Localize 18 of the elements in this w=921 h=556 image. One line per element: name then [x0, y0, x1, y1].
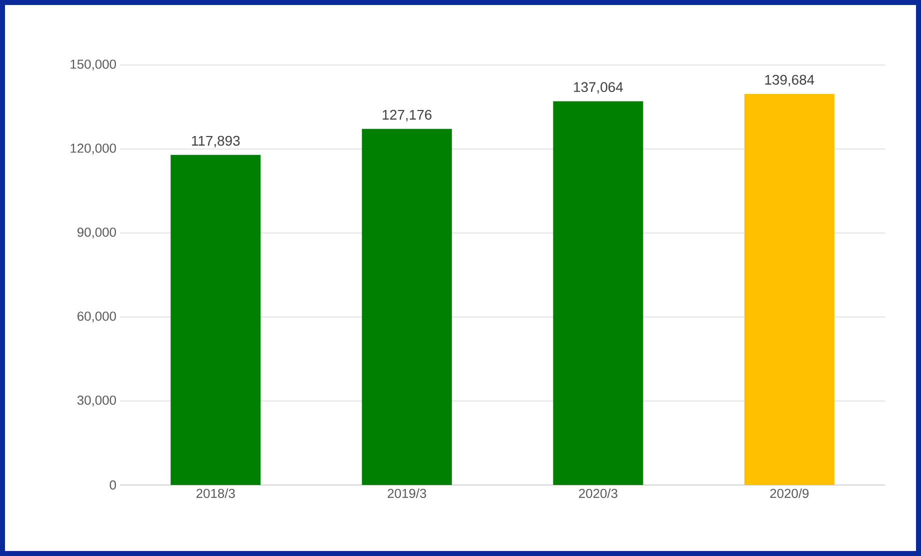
data-label: 137,064 — [574, 82, 623, 94]
y-tick-label: 60,000 — [78, 312, 116, 322]
y-tick-label: 30,000 — [77, 396, 116, 406]
x-tick-label: 2020/3 — [578, 488, 618, 498]
y-tick-label: 120,000 — [70, 144, 116, 154]
bar — [170, 154, 261, 485]
y-tick-label: 90,000 — [77, 228, 116, 238]
data-label: 127,176 — [382, 110, 432, 122]
bar — [744, 94, 834, 485]
data-label: 139,684 — [765, 74, 814, 86]
y-tick-label: 150,000 — [70, 60, 116, 70]
x-tick-label: 2020/9 — [770, 488, 809, 498]
x-tick-label: 2019/3 — [388, 488, 426, 498]
data-label: 117,893 — [192, 136, 240, 148]
y-tick-label: 0 — [110, 480, 116, 490]
bar — [362, 128, 452, 485]
x-tick-label: 2018/3 — [196, 488, 235, 498]
bar — [553, 101, 644, 485]
